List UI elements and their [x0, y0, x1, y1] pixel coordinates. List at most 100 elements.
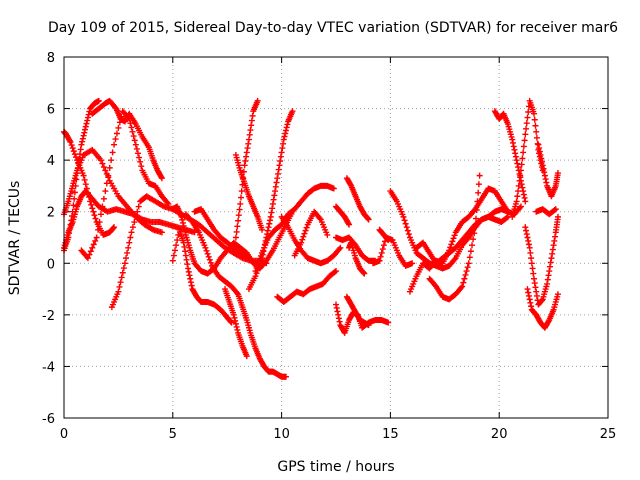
data-point	[403, 224, 410, 231]
data-point	[280, 136, 287, 143]
data-point	[185, 265, 192, 272]
data-point	[512, 150, 519, 157]
data-point	[245, 136, 252, 143]
series-track-27	[376, 226, 392, 244]
series-track-31	[426, 172, 483, 303]
data-point	[77, 146, 84, 153]
data-point	[517, 203, 524, 210]
data-point	[543, 179, 550, 186]
data-point	[124, 249, 131, 256]
data-point	[538, 158, 545, 165]
data-point	[546, 263, 553, 270]
data-point	[240, 168, 247, 175]
data-point	[504, 208, 511, 215]
data-point	[158, 229, 165, 236]
data-point	[525, 237, 532, 244]
data-point	[188, 282, 195, 289]
y-tick-label: -2	[42, 309, 55, 324]
data-point	[268, 209, 275, 216]
data-point	[345, 220, 352, 227]
data-point	[186, 272, 193, 279]
data-point	[256, 255, 263, 262]
data-point	[537, 151, 544, 158]
data-point	[129, 128, 136, 135]
data-point	[111, 141, 118, 148]
data-point	[249, 112, 256, 119]
data-point	[523, 231, 530, 238]
data-point	[337, 244, 344, 251]
data-point	[80, 172, 87, 179]
data-point	[533, 288, 540, 295]
data-point	[475, 181, 482, 188]
data-point	[95, 226, 102, 233]
data-point	[174, 237, 181, 244]
series-track-13	[232, 97, 261, 241]
data-point	[471, 230, 478, 237]
data-point	[533, 134, 540, 141]
series-track-24	[346, 239, 368, 277]
data-point	[89, 205, 96, 212]
data-point	[99, 203, 106, 210]
data-point	[335, 311, 342, 318]
data-point	[450, 235, 457, 242]
data-point	[187, 279, 194, 286]
data-point	[548, 255, 555, 262]
data-point	[115, 124, 122, 131]
data-point	[253, 265, 260, 272]
series-track-12	[222, 286, 250, 360]
data-point	[511, 146, 518, 153]
data-point	[82, 181, 89, 188]
data-point	[525, 109, 532, 116]
data-point	[233, 228, 240, 235]
data-point	[129, 224, 136, 231]
data-point	[130, 133, 137, 140]
data-point	[205, 253, 212, 260]
data-point	[78, 141, 85, 148]
data-point	[241, 162, 248, 169]
data-point	[128, 124, 135, 131]
data-point	[105, 172, 112, 179]
data-point	[273, 179, 280, 186]
data-point	[333, 301, 339, 308]
data-point	[525, 292, 532, 299]
data-point	[544, 276, 551, 283]
data-point	[460, 279, 467, 286]
data-point	[133, 145, 140, 152]
y-tick-label: -6	[42, 412, 55, 427]
data-point	[262, 258, 269, 265]
data-point	[81, 176, 88, 183]
data-point	[100, 164, 107, 171]
data-point	[525, 289, 532, 296]
data-point	[248, 122, 255, 129]
data-point	[289, 108, 296, 115]
data-point	[274, 170, 281, 177]
data-point	[541, 169, 548, 176]
data-point	[202, 244, 209, 251]
data-point	[365, 216, 372, 223]
data-point	[331, 268, 338, 275]
data-point	[188, 217, 195, 224]
data-point	[181, 243, 188, 250]
x-tick-label: 15	[382, 427, 399, 442]
data-point	[277, 158, 284, 165]
data-point	[301, 230, 308, 237]
plot-frame	[63, 56, 609, 419]
data-point	[510, 143, 517, 150]
data-point	[405, 231, 412, 238]
data-point	[112, 136, 119, 143]
data-point	[171, 247, 178, 254]
data-point	[127, 234, 134, 241]
data-point	[361, 270, 368, 277]
data-point	[474, 198, 481, 205]
data-point	[183, 256, 190, 263]
data-point	[539, 162, 546, 169]
data-point	[67, 139, 74, 146]
data-point	[232, 317, 239, 324]
series-track-5	[78, 108, 172, 262]
y-tick-label: -4	[42, 360, 55, 375]
data-point	[334, 308, 341, 315]
data-point	[316, 215, 323, 222]
data-point	[528, 260, 535, 267]
data-point	[299, 236, 306, 243]
data-point	[540, 165, 547, 172]
